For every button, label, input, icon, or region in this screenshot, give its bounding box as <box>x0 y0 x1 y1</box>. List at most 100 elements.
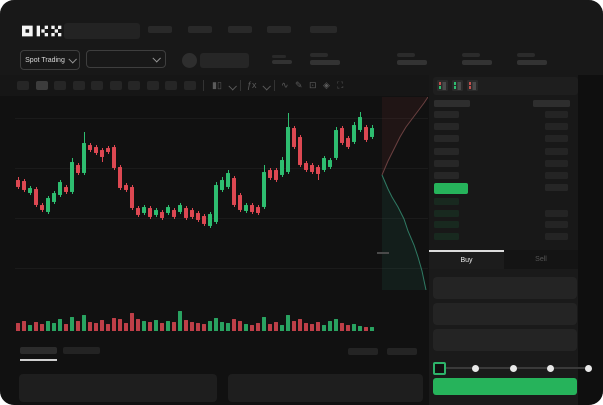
volume-bar <box>334 319 338 331</box>
volume-bar <box>40 324 44 331</box>
volume-bar <box>364 327 368 331</box>
search-input[interactable] <box>64 23 140 39</box>
tab-sell[interactable]: Sell <box>504 250 578 269</box>
volume-bar <box>244 324 248 331</box>
total-input[interactable] <box>433 329 577 351</box>
ask-price-bar <box>434 159 459 167</box>
last-price-marker <box>377 252 389 254</box>
orders-action-placeholder[interactable] <box>387 348 417 355</box>
timeframe-button[interactable] <box>35 81 48 90</box>
orderbook-mid-price[interactable] <box>434 183 468 194</box>
line-tool-icon[interactable]: ∿ <box>281 80 289 90</box>
candle <box>208 214 212 226</box>
orders-tab[interactable] <box>63 347 100 354</box>
candle <box>112 147 116 168</box>
indicators-icon[interactable]: ƒx <box>247 80 257 90</box>
slider-stop-dot[interactable] <box>509 364 517 372</box>
stat-label <box>310 53 328 57</box>
nav-item[interactable] <box>310 26 337 33</box>
nav-item[interactable] <box>188 26 212 33</box>
orders-tab-active[interactable] <box>20 347 57 354</box>
candle <box>58 182 62 195</box>
candle <box>172 210 176 217</box>
timeframe-button[interactable] <box>109 81 122 90</box>
candle <box>166 207 170 213</box>
toolbar-divider <box>203 80 204 91</box>
volume-bar <box>214 318 218 331</box>
volume-bar <box>274 322 278 331</box>
volume-bar <box>280 325 284 331</box>
amount-input[interactable] <box>433 303 577 325</box>
pair-name-placeholder[interactable] <box>200 53 249 68</box>
volume-bar <box>94 323 98 331</box>
volume-bar <box>322 325 326 331</box>
toolbar-divider <box>274 80 275 91</box>
book-asks-icon[interactable] <box>467 80 478 91</box>
okx-logo[interactable] <box>22 24 62 38</box>
volume-bar <box>136 319 140 331</box>
settings-icon[interactable]: ◈ <box>323 80 330 90</box>
draw-icon[interactable]: ✎ <box>295 80 303 90</box>
ask-amount-bar <box>545 147 568 155</box>
stat-value <box>310 60 340 65</box>
gridline <box>15 218 428 219</box>
slider-stop-dot[interactable] <box>471 364 479 372</box>
volume-bar <box>256 323 260 331</box>
volume-bar <box>208 321 212 331</box>
gridline <box>15 268 428 269</box>
volume-bar <box>82 315 86 331</box>
depth-asks-line <box>381 97 428 176</box>
nav-item[interactable] <box>267 26 291 33</box>
ask-amount-bar <box>545 159 568 167</box>
book-bids-icon[interactable] <box>452 80 463 91</box>
timeframe-button[interactable] <box>183 81 196 90</box>
candle <box>100 150 104 157</box>
orders-panel-left <box>19 374 217 402</box>
timeframe-button[interactable] <box>17 81 29 90</box>
candle <box>298 137 302 165</box>
camera-icon[interactable]: ⊡ <box>309 80 317 90</box>
volume-bar <box>142 321 146 331</box>
candle <box>280 160 284 175</box>
timeframe-button[interactable] <box>54 81 66 90</box>
price-input[interactable] <box>433 277 577 299</box>
timeframe-button[interactable] <box>72 81 85 90</box>
candle <box>316 167 320 174</box>
candle <box>364 127 368 140</box>
depth-bids-line <box>381 174 427 290</box>
volume-bar <box>154 320 158 331</box>
price-value-placeholder <box>272 60 292 64</box>
orders-action-placeholder[interactable] <box>348 348 378 355</box>
bid-price-bar <box>434 221 459 229</box>
candle <box>232 178 236 205</box>
market-type-selector[interactable]: Spot Trading <box>20 50 80 70</box>
bid-price-bar <box>434 209 459 217</box>
volume-bar <box>16 323 20 331</box>
volume-bar <box>58 319 62 331</box>
amount-slider-handle[interactable] <box>433 362 446 375</box>
volume-bar <box>166 321 170 331</box>
nav-item[interactable] <box>148 26 172 33</box>
timeframe-button[interactable] <box>91 81 103 90</box>
nav-item[interactable] <box>228 26 252 33</box>
volume-bar <box>370 327 374 331</box>
candle <box>370 128 374 137</box>
volume-bar <box>184 320 188 331</box>
pair-selector-dropdown[interactable] <box>86 50 166 68</box>
candle <box>238 195 242 210</box>
slider-stop-dot[interactable] <box>546 364 554 372</box>
fullscreen-icon[interactable]: ⛶ <box>337 80 344 90</box>
candle <box>118 167 122 188</box>
volume-bar <box>196 323 200 331</box>
timeframe-button[interactable] <box>165 81 177 90</box>
timeframe-button[interactable] <box>146 81 159 90</box>
candle <box>16 180 20 187</box>
price-label-placeholder <box>272 55 286 58</box>
candle-type-icon[interactable]: ▮▯ <box>212 80 222 90</box>
volume-bar <box>316 322 320 331</box>
tab-buy[interactable]: Buy <box>429 250 504 269</box>
buy-submit-button[interactable] <box>433 378 577 395</box>
slider-stop-dot[interactable] <box>584 364 592 372</box>
timeframe-button[interactable] <box>128 81 140 90</box>
book-combined-icon[interactable] <box>437 80 448 91</box>
